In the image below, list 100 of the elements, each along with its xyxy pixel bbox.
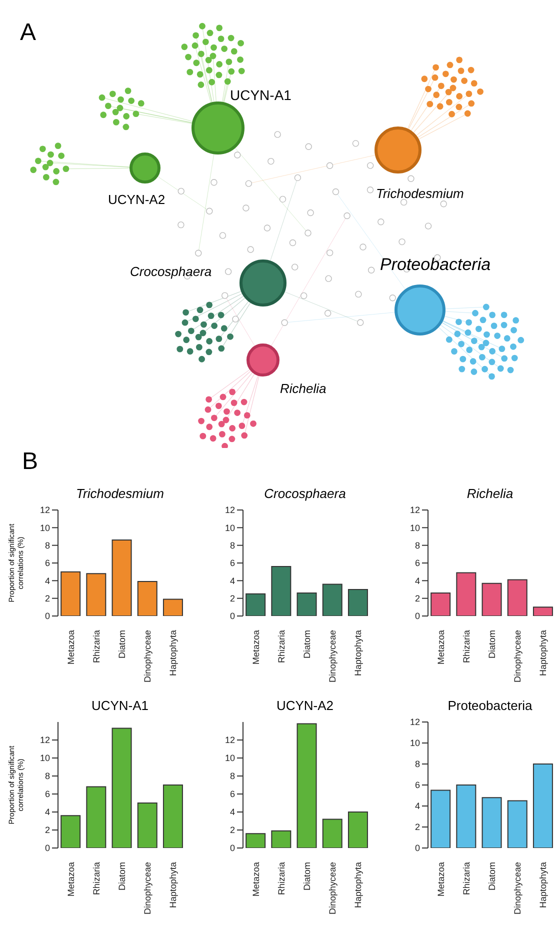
chart-title: Trichodesmium (75, 486, 165, 503)
x-tick-label: Rhizaria (276, 630, 286, 664)
text: UCYN-A2 (108, 192, 166, 207)
x-tick-label: Rhizaria (91, 630, 102, 664)
bar (86, 786, 106, 848)
x-tick-label: Dinophyceae (512, 630, 523, 683)
text: Proteobacteria (380, 255, 491, 274)
bar (532, 606, 553, 616)
y-tick-label: 6 (44, 558, 50, 568)
x-tick-label: Dinophyceae (142, 862, 153, 915)
y-tick-label: 8 (44, 540, 50, 551)
bar (507, 800, 528, 848)
x-tick-label: Dinophyceae (512, 862, 523, 915)
y-tick-label: 8 (414, 540, 420, 551)
x-tick-label: Metazoa (436, 862, 446, 897)
bar (112, 728, 132, 848)
bar (271, 566, 292, 616)
chart-title: Crocosphaera (263, 486, 347, 503)
y-tick-label: 4 (44, 576, 50, 586)
y-tick-label: 4 (230, 807, 235, 818)
x-tick-label: Haptophyta (538, 630, 548, 676)
y-tick-label: 12 (40, 735, 50, 746)
y-tick-label: 2 (230, 594, 235, 604)
y-tick-label: 12 (410, 505, 420, 516)
x-tick-label: Metazoa (250, 862, 261, 897)
y-tick-label: 12 (224, 735, 235, 746)
bar (296, 592, 317, 616)
text: Crocosphaera (130, 264, 212, 279)
x-tick-label: Metazoa (250, 630, 261, 665)
bar (348, 812, 368, 848)
y-tick-label: 6 (230, 558, 235, 568)
y-tick-label: 4 (414, 576, 420, 586)
y-tick-label: 2 (414, 822, 420, 832)
y-tick-label: 6 (414, 558, 420, 568)
y-tick-label: 12 (40, 505, 50, 516)
text: Trichodesmium (376, 186, 464, 201)
y-tick-label: 2 (230, 825, 235, 836)
y-tick-label: 6 (44, 789, 50, 800)
y-tick-label: 10 (224, 753, 235, 764)
bar (456, 784, 476, 848)
x-tick-label: Metazoa (66, 862, 76, 897)
bar (271, 830, 292, 848)
bar (246, 593, 266, 616)
y-tick-label: 0 (230, 611, 235, 622)
y-tick-label: 8 (414, 759, 420, 770)
y-tick-label: 0 (414, 843, 420, 854)
bar (162, 784, 183, 848)
bar (430, 592, 451, 616)
x-tick-label: Diatom (117, 630, 127, 659)
y-tick-label: 10 (224, 522, 235, 533)
bar (482, 797, 502, 848)
bar (112, 540, 132, 616)
bar (456, 572, 476, 616)
y-tick-label: 4 (414, 801, 420, 812)
bar (430, 790, 451, 848)
bar (322, 584, 342, 616)
x-tick-label: Diatom (487, 862, 497, 891)
y-tick-label: 8 (230, 771, 235, 782)
bar (246, 833, 266, 848)
y-tick-label: 4 (44, 807, 50, 818)
y-tick-label: 0 (44, 843, 50, 854)
y-tick-label: 10 (40, 522, 50, 533)
x-tick-label: Diatom (487, 630, 497, 659)
x-tick-label: Haptophyta (168, 862, 178, 908)
bar (86, 573, 106, 616)
x-tick-label: Haptophyta (353, 862, 364, 908)
chart-title: UCYN-A1 (90, 698, 150, 715)
text: UCYN-A1 (230, 87, 292, 103)
y-tick-label: 2 (414, 594, 420, 604)
y-tick-label: 10 (410, 522, 420, 533)
x-tick-label: Diatom (117, 862, 127, 891)
x-tick-label: Haptophyta (353, 630, 364, 676)
x-tick-label: Dinophyceae (328, 862, 338, 915)
y-tick-label: 6 (414, 780, 420, 790)
text: Richelia (280, 381, 326, 396)
bar (137, 581, 158, 616)
y-tick-label: 0 (44, 611, 50, 622)
bar (162, 598, 183, 616)
x-tick-label: Metazoa (436, 630, 446, 665)
chart-title: Richelia (466, 486, 514, 503)
x-tick-label: Rhizaria (461, 630, 472, 664)
bar (482, 582, 502, 616)
x-tick-label: Metazoa (66, 630, 76, 665)
chart-title: Proteobacteria (446, 698, 534, 715)
x-tick-label: Diatom (302, 630, 312, 659)
bar (507, 579, 528, 616)
y-tick-label: 12 (224, 505, 235, 516)
x-tick-label: Dinophyceae (142, 630, 153, 683)
text: B (22, 448, 38, 476)
y-tick-label: 6 (230, 789, 235, 800)
bar (322, 818, 342, 848)
bar (348, 589, 368, 616)
y-tick-label: 2 (44, 594, 50, 604)
y-tick-label: 0 (414, 611, 420, 622)
x-tick-label: Rhizaria (91, 862, 102, 896)
x-tick-label: Haptophyta (168, 630, 178, 676)
bar (60, 815, 81, 848)
x-tick-label: Rhizaria (461, 862, 472, 896)
x-tick-label: Rhizaria (276, 862, 286, 896)
bar (60, 571, 81, 616)
